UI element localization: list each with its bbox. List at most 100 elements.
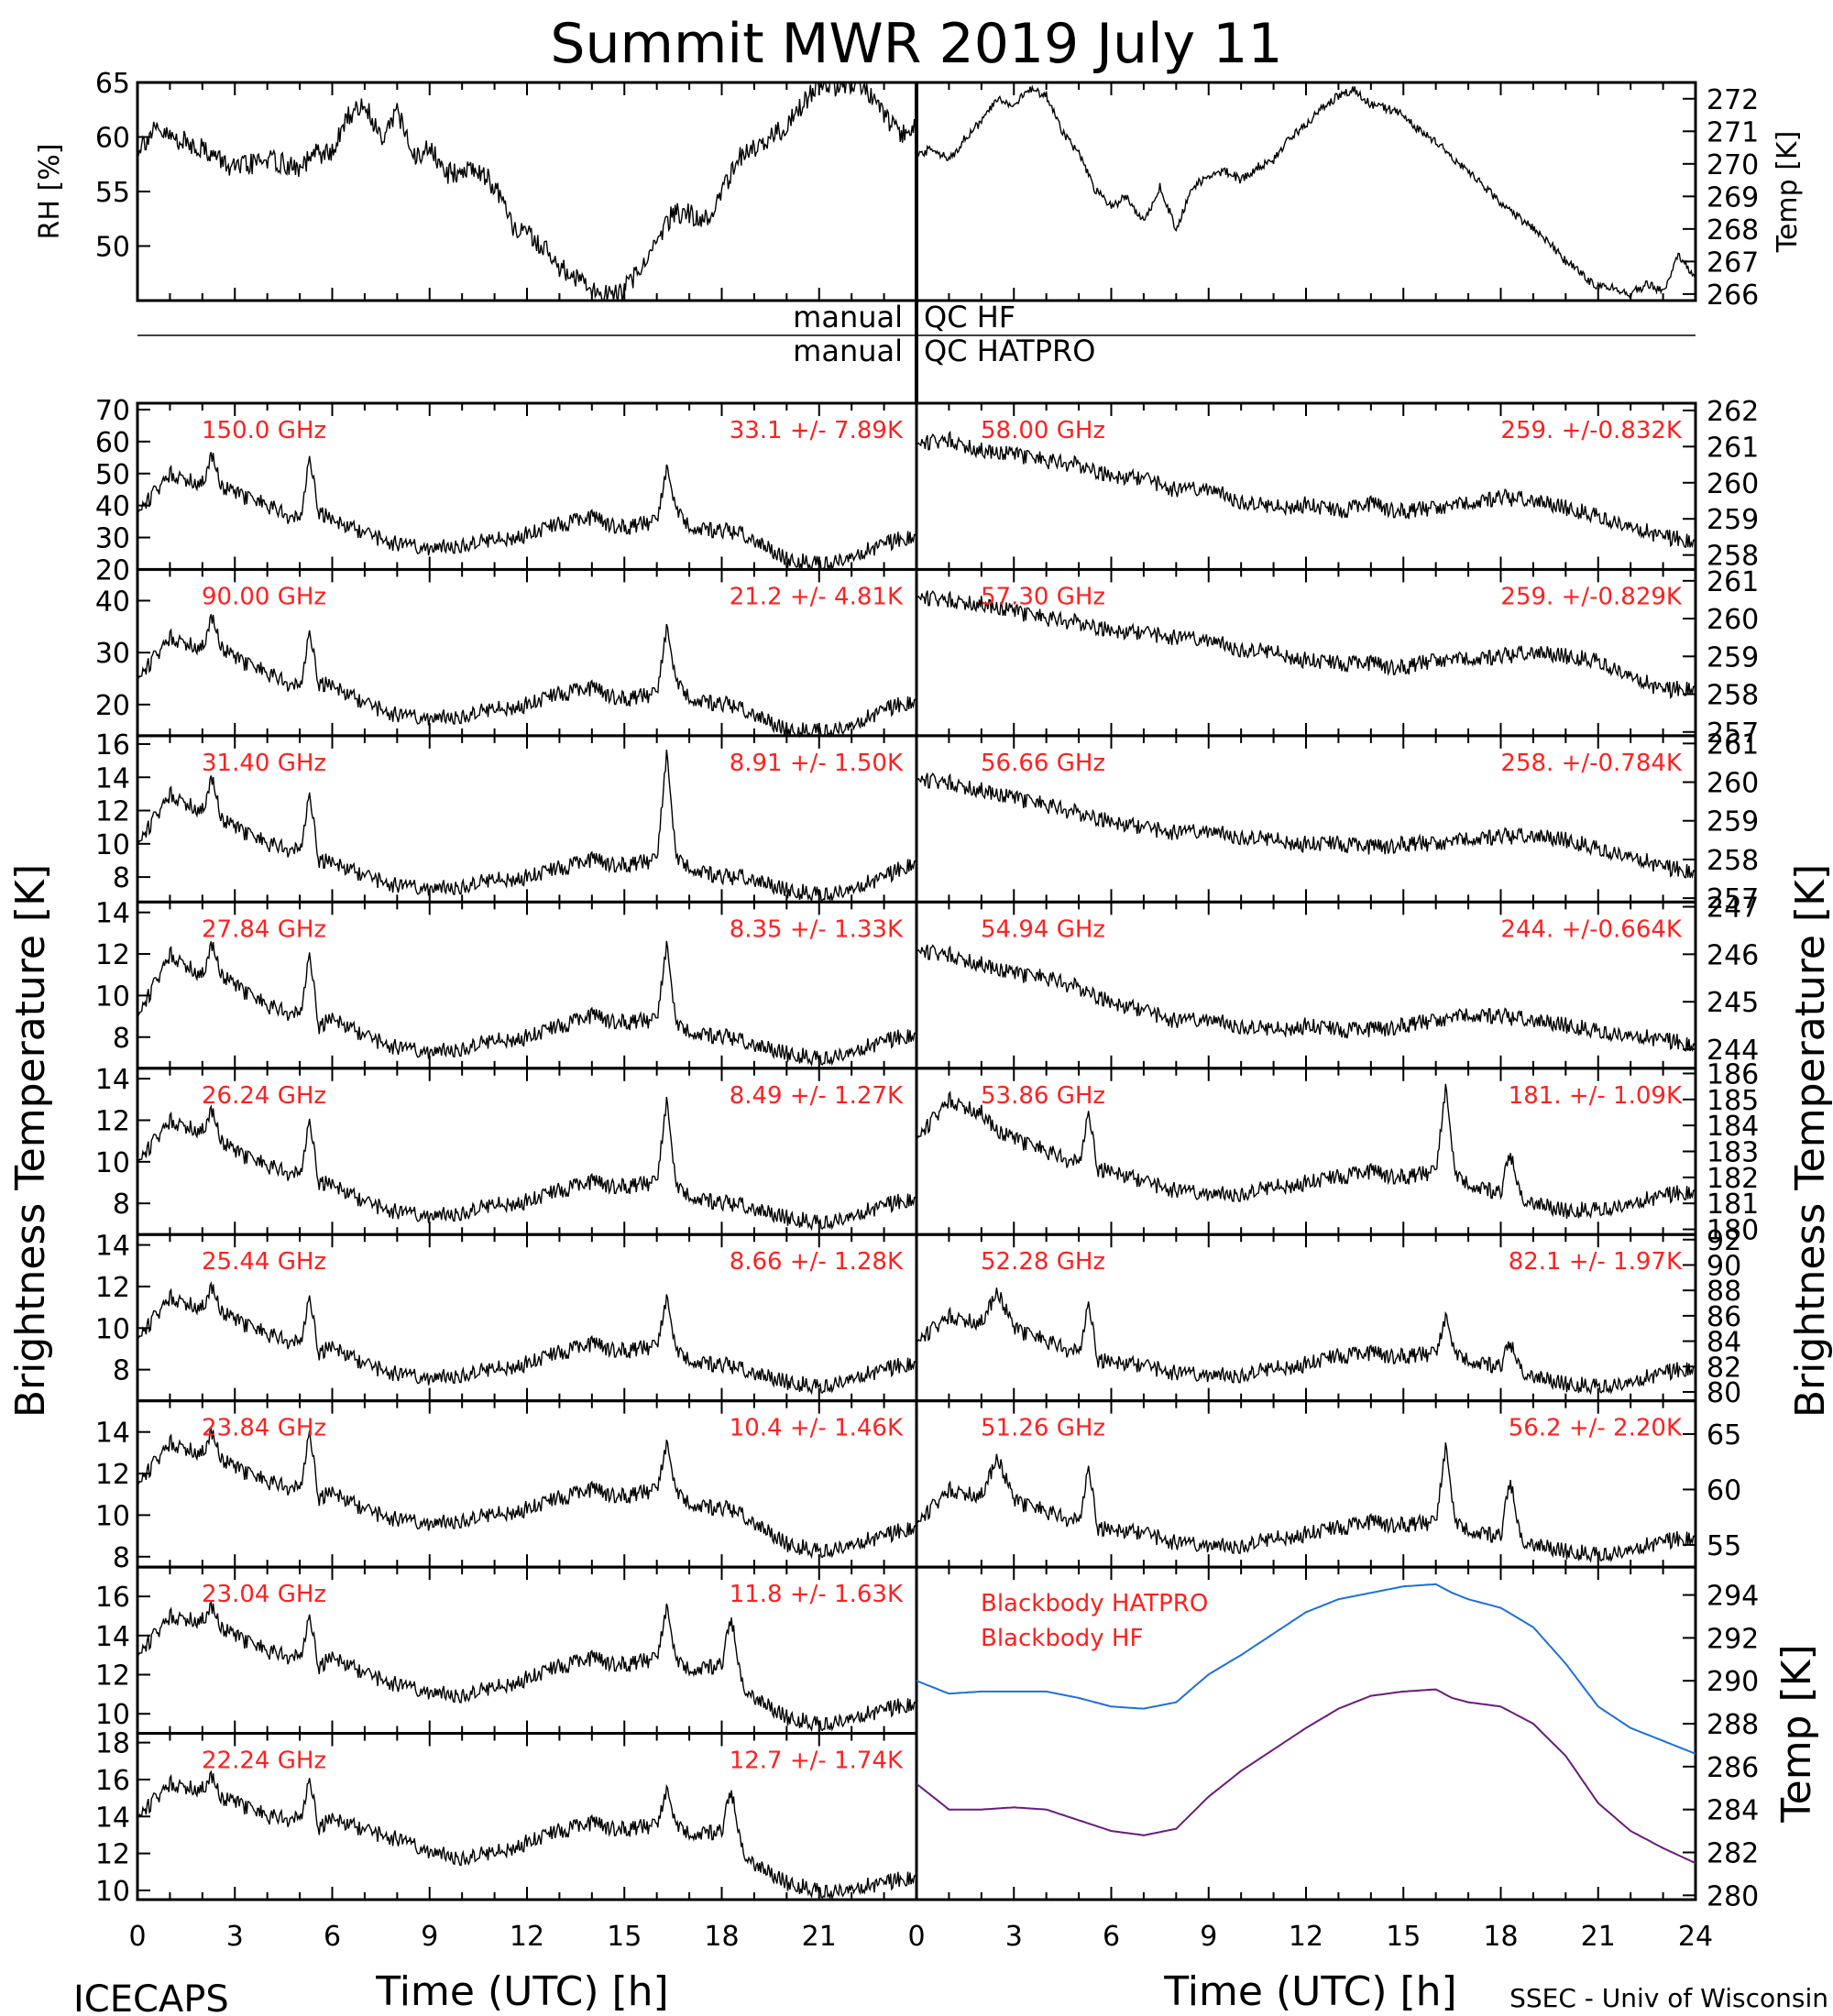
left-ylabel: Brightness Temperature [K] xyxy=(7,864,54,1418)
y-tick-label-hp-54.94-247: 247 xyxy=(1707,893,1759,925)
x-tick-label-right-0: 0 xyxy=(907,1921,925,1953)
freq-label-hp-54.94: 54.94 GHz xyxy=(981,915,1105,943)
y-tick-label-hp-53.86-182: 182 xyxy=(1707,1163,1759,1195)
series-line-hp-54.94 xyxy=(916,944,1696,1053)
y-tick-label-rh-50: 50 xyxy=(95,232,130,264)
xlabel-right: Time (UTC) [h] xyxy=(1163,1968,1456,2015)
y-tick-label-rh-55: 55 xyxy=(95,177,130,209)
y-tick-label-hf-25.44-14: 14 xyxy=(95,1231,130,1263)
x-tick-label-right-24: 24 xyxy=(1678,1921,1713,1953)
y-tick-label-hp-51.26-60: 60 xyxy=(1707,1474,1741,1507)
y-tick-label-hf-25.44-12: 12 xyxy=(95,1272,130,1304)
y-tick-label-hf-150.0-40: 40 xyxy=(95,491,130,523)
y-tick-label-hf-150.0-20: 20 xyxy=(95,554,130,586)
y-tick-label-hf-23.04-10: 10 xyxy=(95,1699,130,1731)
y-tick-label-hf-90.00-40: 40 xyxy=(95,586,130,618)
freq-label-hf-27.84: 27.84 GHz xyxy=(202,915,326,943)
y-tick-label-hp-53.86-180: 180 xyxy=(1707,1215,1759,1247)
y-tick-label-hf-150.0-50: 50 xyxy=(95,459,130,491)
y-tick-label-temp-267: 267 xyxy=(1707,247,1759,279)
y-tick-label-hp-54.94-245: 245 xyxy=(1707,987,1759,1019)
footer-right: SSEC - Univ of Wisconsin xyxy=(1509,1983,1828,2013)
series-line-hf-25.44 xyxy=(137,1280,917,1396)
freq-label-hp-52.28: 52.28 GHz xyxy=(981,1248,1105,1276)
freq-label-hf-31.40: 31.40 GHz xyxy=(202,750,326,777)
series-line-hf-23.04 xyxy=(137,1600,917,1733)
x-tick-label-left-9: 9 xyxy=(421,1921,438,1953)
y-tick-label-temp-268: 268 xyxy=(1707,214,1759,247)
x-tick-label-left-3: 3 xyxy=(226,1921,244,1953)
y-tick-label-hp-58.00-262: 262 xyxy=(1707,396,1759,428)
y-tick-label-hp-53.86-183: 183 xyxy=(1707,1137,1759,1169)
freq-label-hf-150.0: 150.0 GHz xyxy=(202,417,326,444)
right-ylabel: Brightness Temperature [K] xyxy=(1787,864,1833,1418)
y-tick-label-hp-57.30-257: 257 xyxy=(1707,718,1759,750)
freq-label-hf-23.84: 23.84 GHz xyxy=(202,1415,326,1442)
y-tick-label-blackbody-282: 282 xyxy=(1707,1837,1759,1869)
y-tick-label-hp-52.28-88: 88 xyxy=(1707,1276,1741,1308)
y-tick-label-blackbody-292: 292 xyxy=(1707,1623,1759,1655)
y-tick-label-hp-52.28-84: 84 xyxy=(1707,1327,1741,1359)
y-tick-label-hp-58.00-261: 261 xyxy=(1707,432,1759,464)
freq-label-hf-22.24: 22.24 GHz xyxy=(202,1748,326,1775)
y-tick-label-hp-52.28-86: 86 xyxy=(1707,1301,1741,1333)
stats-label-hf-23.84: 10.4 +/- 1.46K xyxy=(730,1415,904,1442)
y-tick-label-hf-90.00-30: 30 xyxy=(95,638,130,670)
series-line-hp-53.86 xyxy=(916,1083,1696,1220)
x-tick-label-left-6: 6 xyxy=(324,1921,341,1953)
y-tick-label-hf-150.0-60: 60 xyxy=(95,427,130,459)
qc-hf-label: QC HF xyxy=(924,300,1015,334)
series-line-hp-51.26 xyxy=(916,1442,1696,1563)
y-tick-label-blackbody-288: 288 xyxy=(1707,1709,1759,1741)
y-tick-label-hf-26.24-10: 10 xyxy=(95,1147,130,1179)
y-tick-label-hf-25.44-10: 10 xyxy=(95,1313,130,1345)
x-tick-label-right-3: 3 xyxy=(1005,1921,1023,1953)
y-tick-label-hf-23.84-14: 14 xyxy=(95,1418,130,1450)
y-tick-label-temp-271: 271 xyxy=(1707,116,1759,148)
y-tick-label-hp-56.66-259: 259 xyxy=(1707,806,1759,838)
y-tick-label-hp-52.28-92: 92 xyxy=(1707,1225,1741,1257)
y-tick-label-blackbody-280: 280 xyxy=(1707,1880,1759,1912)
y-tick-label-hp-53.86-186: 186 xyxy=(1707,1058,1759,1090)
y-tick-label-hf-23.84-12: 12 xyxy=(95,1459,130,1491)
series-line-blackbody-1 xyxy=(916,1688,1696,1865)
y-tick-label-hf-27.84-12: 12 xyxy=(95,939,130,971)
series-line-rh xyxy=(137,82,917,301)
panel-frame-temp xyxy=(915,81,1697,302)
stats-label-hf-31.40: 8.91 +/- 1.50K xyxy=(730,750,904,777)
series-line-hf-90.00 xyxy=(137,614,917,739)
x-tick-label-left-18: 18 xyxy=(704,1921,739,1953)
freq-label-hf-23.04: 23.04 GHz xyxy=(202,1581,326,1608)
series-line-hf-23.84 xyxy=(137,1426,917,1560)
y-tick-label-temp-272: 272 xyxy=(1707,84,1759,116)
y-tick-label-hp-53.86-185: 185 xyxy=(1707,1085,1759,1117)
y-tick-label-hf-25.44-8: 8 xyxy=(113,1355,130,1387)
x-tick-label-left-15: 15 xyxy=(607,1921,642,1953)
y-tick-label-temp-269: 269 xyxy=(1707,181,1759,214)
y-tick-label-hf-31.40-12: 12 xyxy=(95,796,130,828)
y-tick-label-hf-22.24-10: 10 xyxy=(95,1876,130,1908)
temp-axis-label: Temp [K] xyxy=(1772,131,1804,254)
y-tick-label-hp-58.00-259: 259 xyxy=(1707,504,1759,536)
y-tick-label-hf-23.04-16: 16 xyxy=(95,1582,130,1614)
series-line-hf-31.40 xyxy=(137,750,917,904)
qc-hatpro-label: QC HATPRO xyxy=(924,334,1095,368)
x-tick-label-right-21: 21 xyxy=(1581,1921,1616,1953)
freq-label-hp-51.26: 51.26 GHz xyxy=(981,1415,1105,1442)
series-line-hp-52.28 xyxy=(916,1287,1696,1396)
y-tick-label-hf-22.24-12: 12 xyxy=(95,1839,130,1871)
y-tick-label-hf-31.40-8: 8 xyxy=(113,862,130,894)
y-tick-label-hp-53.86-181: 181 xyxy=(1707,1189,1759,1221)
series-line-temp xyxy=(916,84,1696,300)
x-tick-label-right-15: 15 xyxy=(1386,1921,1421,1953)
y-tick-label-hp-52.28-80: 80 xyxy=(1707,1377,1741,1409)
stats-label-hf-26.24: 8.49 +/- 1.27K xyxy=(730,1082,904,1110)
legend-entry-0: Blackbody HATPRO xyxy=(981,1590,1208,1617)
y-tick-label-hp-51.26-65: 65 xyxy=(1707,1419,1741,1452)
y-tick-label-hp-57.30-261: 261 xyxy=(1707,566,1759,598)
y-tick-label-hf-23.04-12: 12 xyxy=(95,1660,130,1693)
y-tick-label-hf-31.40-14: 14 xyxy=(95,762,130,794)
y-tick-label-blackbody-294: 294 xyxy=(1707,1581,1759,1613)
stats-label-hf-90.00: 21.2 +/- 4.81K xyxy=(730,583,904,610)
